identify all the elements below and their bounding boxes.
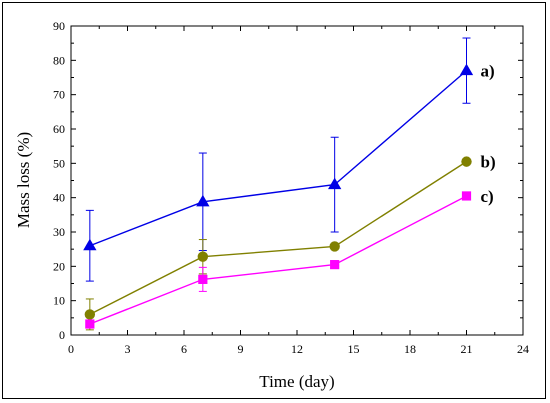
y-tick-label: 10 <box>53 294 65 308</box>
data-point <box>459 63 474 76</box>
series-label: c) <box>481 187 494 206</box>
y-tick-label: 80 <box>53 53 65 67</box>
y-tick-label: 40 <box>53 191 65 205</box>
data-point <box>197 251 209 262</box>
data-point <box>461 191 472 201</box>
x-tick-label: 9 <box>238 342 244 356</box>
y-tick-label: 60 <box>53 122 65 136</box>
x-tick-label: 21 <box>461 342 473 356</box>
data-point <box>330 260 340 270</box>
x-tick-label: 24 <box>517 342 529 356</box>
chart-frame <box>2 2 546 399</box>
series-layer: a) b) c) <box>83 37 496 331</box>
x-axis-title: Time (day) <box>259 372 334 391</box>
data-point <box>461 156 472 167</box>
data-point <box>83 238 97 251</box>
series-label: a) <box>481 62 495 81</box>
x-tick-label: 12 <box>291 342 303 356</box>
y-tick-label: 70 <box>53 88 65 102</box>
y-tick-label: 90 <box>53 19 65 33</box>
series-label: b) <box>481 153 496 172</box>
data-point <box>198 274 208 284</box>
y-axis-title: Mass loss (%) <box>14 132 33 228</box>
x-tick-label: 3 <box>125 342 131 356</box>
data-point <box>329 241 340 252</box>
series-line <box>89 195 467 325</box>
data-point <box>328 177 342 190</box>
data-point <box>196 194 210 207</box>
x-tick-label: 0 <box>68 342 74 356</box>
series-a: a) <box>83 37 495 282</box>
y-tick-label: 30 <box>53 225 65 239</box>
axis-ticks: 0 3 6 9 12 15 18 21 24 0 10 20 30 40 50 60 70 80 90 <box>53 19 529 356</box>
series-c: c) <box>85 187 494 329</box>
x-tick-label: 6 <box>181 342 187 356</box>
data-point <box>84 309 96 320</box>
series-line <box>89 161 467 316</box>
y-tick-label: 20 <box>53 259 65 273</box>
data-point <box>85 319 95 329</box>
series-b: b) <box>84 153 496 331</box>
y-tick-label: 0 <box>59 328 65 342</box>
x-tick-label: 18 <box>404 342 416 356</box>
series-line <box>89 70 467 247</box>
y-tick-label: 50 <box>53 156 65 170</box>
x-tick-label: 15 <box>348 342 360 356</box>
